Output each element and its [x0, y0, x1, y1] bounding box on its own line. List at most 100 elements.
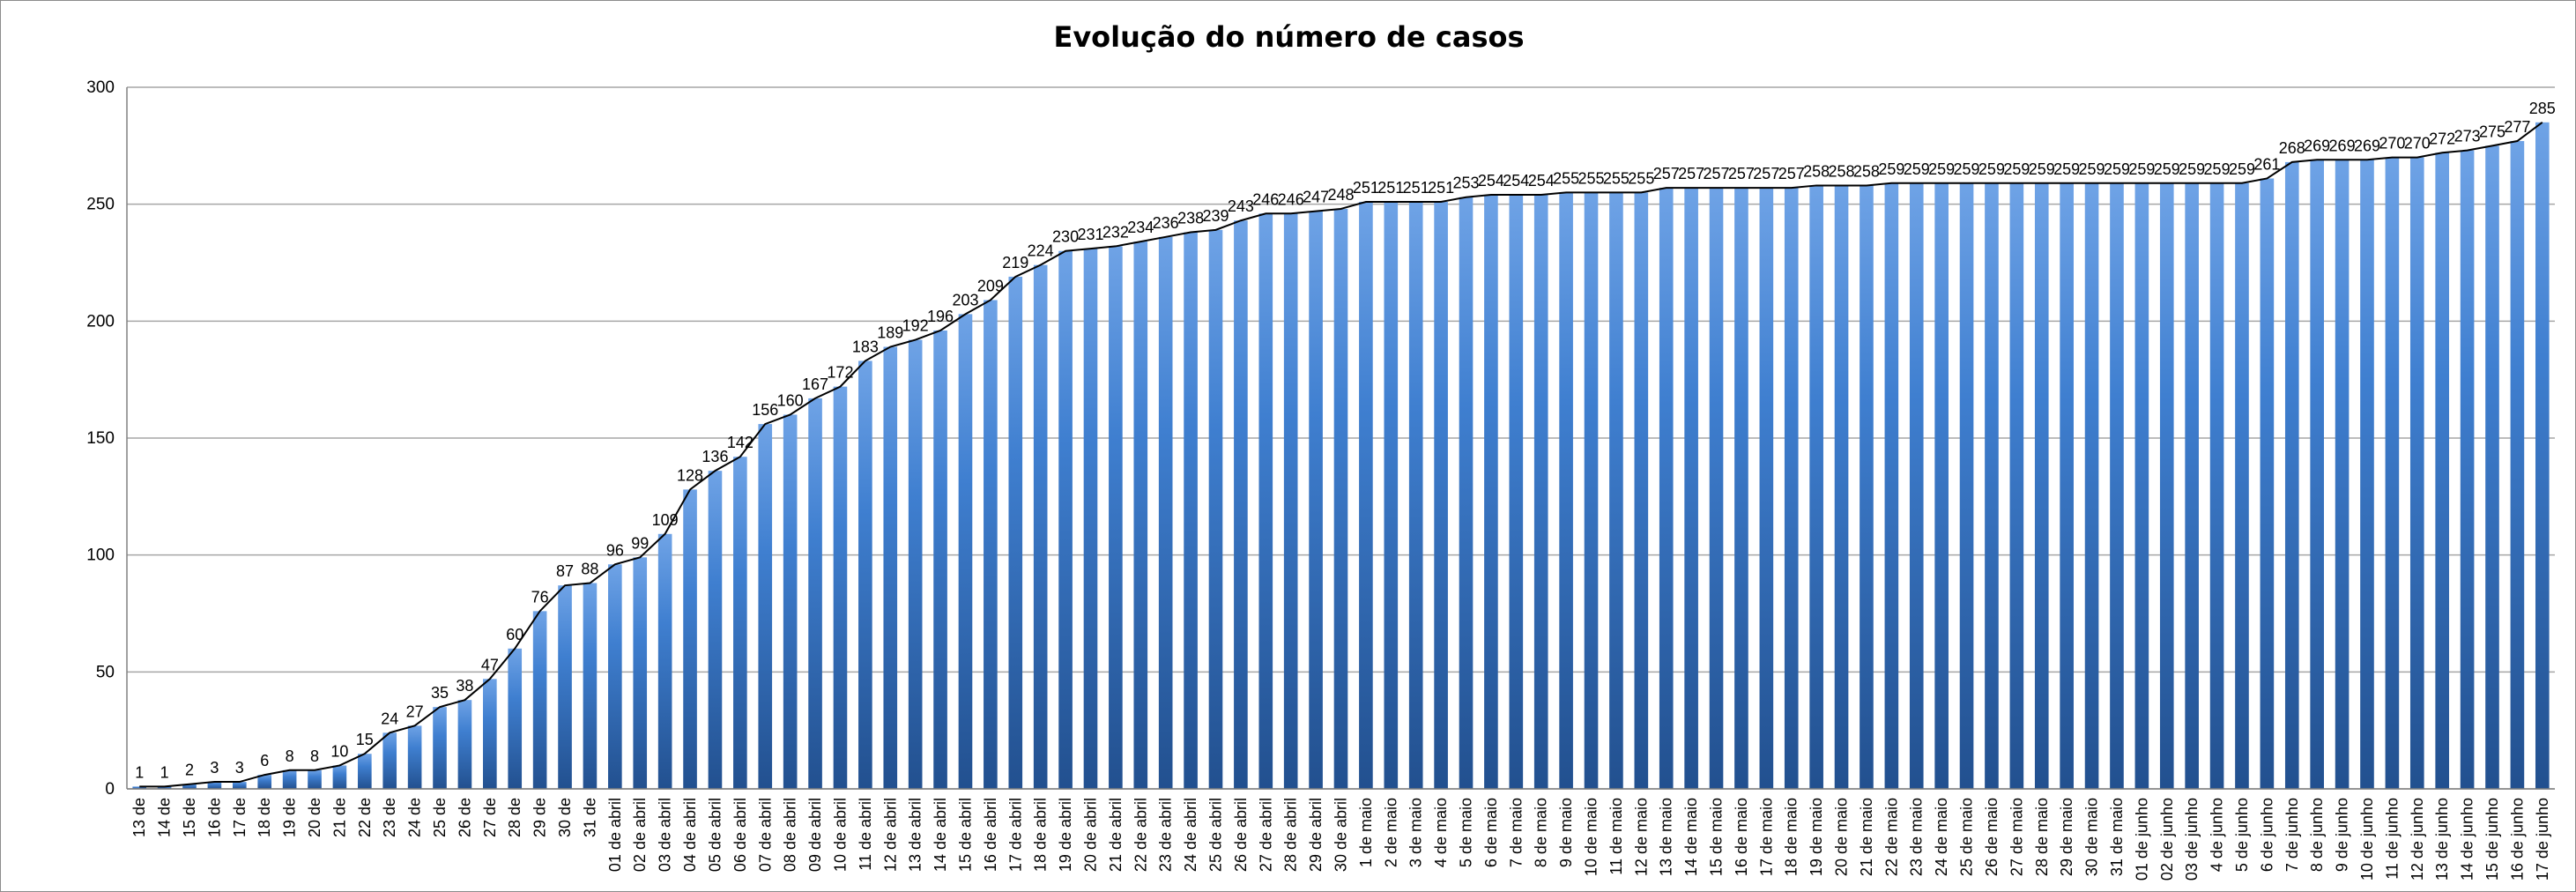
data-label: 258	[1803, 162, 1830, 180]
x-tick-label: 11 de maio	[1607, 798, 1625, 875]
data-label: 167	[802, 375, 828, 393]
x-tick-label: 31 de maio	[2108, 798, 2126, 876]
bar	[1809, 185, 1823, 789]
x-tick-label: 16 de maio	[1733, 798, 1750, 876]
x-tick-label: 16 de abril	[982, 798, 999, 872]
data-label: 259	[2229, 160, 2255, 178]
bar	[1634, 192, 1649, 789]
data-label: 8	[286, 747, 294, 765]
x-tick-label: 13 de	[130, 798, 148, 837]
x-tick-label: 03 de junho	[2183, 798, 2201, 881]
bar	[1234, 220, 1248, 790]
y-tick-label: 0	[105, 780, 115, 799]
data-label: 257	[1728, 165, 1755, 182]
data-label: 254	[1528, 172, 1555, 190]
bar	[858, 361, 872, 789]
x-tick-label: 24 de	[406, 798, 424, 837]
bar	[1909, 182, 1924, 789]
bar	[2034, 182, 2049, 789]
x-tick-label: 6 de junho	[2258, 798, 2275, 872]
y-tick-label: 50	[96, 663, 115, 681]
x-tick-label: 27 de maio	[2008, 798, 2025, 876]
x-tick-label: 22 de	[356, 798, 374, 837]
data-label: 246	[1252, 190, 1279, 208]
bar	[2209, 182, 2224, 789]
bar	[1734, 188, 1748, 790]
bar	[2385, 157, 2400, 790]
x-tick-label: 01 de abril	[606, 798, 624, 872]
x-tick-label: 3 de maio	[1407, 798, 1425, 867]
data-label: 254	[1478, 172, 1504, 190]
data-label: 269	[2304, 137, 2330, 154]
bar	[308, 769, 322, 789]
data-label: 272	[2429, 130, 2455, 147]
bar	[457, 700, 472, 789]
x-tick-label: 20 de abril	[1081, 798, 1099, 872]
x-tick-label: 14 de	[156, 798, 174, 837]
data-label: 109	[652, 511, 679, 529]
data-label: 259	[2079, 160, 2105, 178]
x-tick-label: 29 de abril	[1307, 798, 1325, 872]
x-tick-label: 2 de maio	[1382, 798, 1399, 867]
x-tick-label: 12 de maio	[1632, 798, 1650, 876]
x-tick-label: 14 de maio	[1682, 798, 1700, 876]
x-tick-label: 07 de abril	[756, 798, 774, 872]
x-tick-label: 28 de abril	[1282, 798, 1300, 872]
data-label: 1	[135, 763, 144, 781]
x-tick-label: 02 de abril	[631, 798, 649, 872]
bar	[1985, 182, 1999, 789]
x-tick-label: 11 de abril	[857, 798, 874, 871]
x-tick-label: 23 de maio	[1908, 798, 1926, 876]
x-tick-label: 28 de	[506, 798, 523, 837]
bar	[1584, 192, 1599, 789]
x-tick-label: 29 de	[531, 798, 549, 837]
bar	[1083, 249, 1098, 790]
x-tick-label: 23 de	[381, 798, 398, 837]
data-label: 142	[727, 434, 753, 451]
data-label: 99	[631, 534, 649, 552]
data-label: 234	[1127, 219, 1154, 236]
y-tick-label: 300	[86, 78, 115, 97]
data-label: 219	[1002, 254, 1028, 271]
bar	[1934, 182, 1949, 789]
bar	[2310, 160, 2324, 790]
x-tick-label: 6 de maio	[1482, 798, 1500, 867]
x-tick-label: 19 de abril	[1057, 798, 1074, 872]
data-label: 203	[952, 291, 978, 308]
x-tick-label: 9 de junho	[2334, 798, 2351, 872]
data-label: 259	[2003, 160, 2030, 178]
x-tick-label: 20 de maio	[1833, 798, 1851, 876]
bar	[433, 707, 447, 789]
bar	[2134, 182, 2149, 789]
bar	[1784, 188, 1799, 790]
data-label: 239	[1202, 207, 1229, 225]
bar	[2284, 161, 2299, 789]
x-tick-label: 16 de junho	[2508, 798, 2526, 881]
bar	[1709, 188, 1724, 790]
bar	[2435, 152, 2450, 789]
x-tick-label: 31 de	[581, 798, 598, 837]
x-tick-label: 5 de junho	[2233, 798, 2251, 872]
x-tick-label: 05 de abril	[706, 798, 724, 872]
x-tick-label: 15 de junho	[2483, 798, 2501, 881]
data-label: 254	[1503, 172, 1529, 190]
bar	[2159, 182, 2174, 789]
x-tick-label: 8 de junho	[2308, 798, 2326, 872]
x-tick-label: 24 de maio	[1933, 798, 1950, 876]
chart-title: Evolução do número de casos	[1053, 20, 1525, 54]
x-tick-label: 22 de abril	[1132, 798, 1149, 872]
data-label: 47	[481, 656, 499, 673]
bar	[1834, 185, 1849, 789]
x-tick-label: 16 de	[205, 798, 223, 837]
bar	[1158, 236, 1173, 789]
x-tick-label: 10 de junho	[2358, 798, 2376, 881]
bar	[1309, 211, 1323, 790]
data-label: 275	[2479, 123, 2505, 140]
data-label: 156	[752, 401, 778, 419]
bar	[608, 564, 622, 789]
bar	[483, 679, 497, 789]
y-tick-label: 100	[86, 546, 115, 565]
